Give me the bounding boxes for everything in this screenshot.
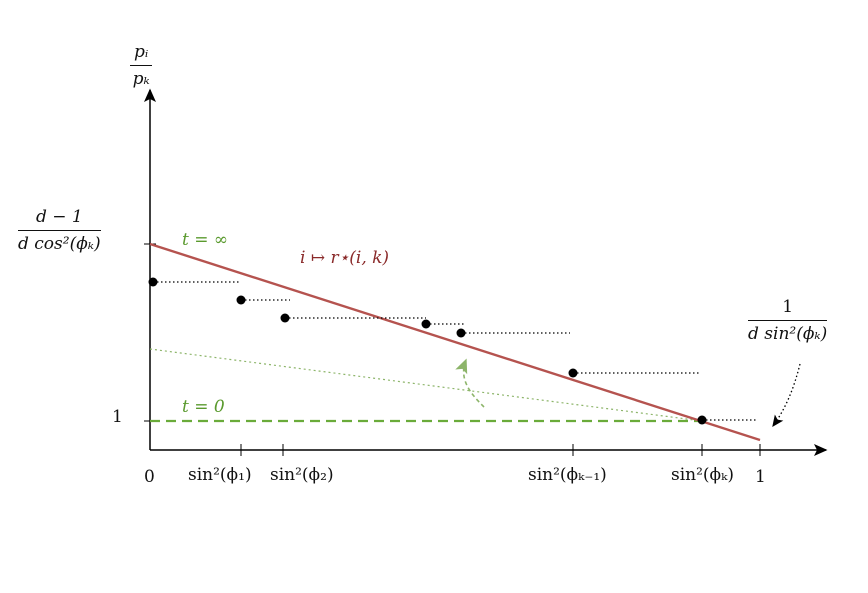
side-numerator: 1	[748, 297, 828, 321]
data-point	[568, 368, 578, 378]
x-tick-label-phik: sin²(ϕₖ)	[671, 465, 734, 485]
y-top-numerator: d − 1	[18, 207, 101, 231]
x-one-label: 1	[755, 467, 766, 487]
t-zero-label: t = 0	[182, 397, 225, 417]
side-value: 1 d sin²(ϕₖ)	[748, 297, 828, 344]
data-point	[697, 415, 707, 425]
data-point	[280, 313, 290, 323]
data-point	[421, 319, 431, 329]
intermediate-line	[149, 348, 703, 422]
y-one-label: 1	[112, 407, 123, 427]
r-star-label: i ↦ r⋆(i, k)	[300, 248, 390, 268]
x-tick-label-phi2: sin²(ϕ₂)	[270, 465, 334, 485]
x-zero-label: 0	[144, 467, 155, 487]
t-infinity-label: t = ∞	[182, 230, 229, 250]
y-axis-label: pᵢ pₖ	[130, 42, 153, 89]
black-curved-arrow	[772, 363, 801, 428]
green-curved-arrow	[455, 358, 485, 408]
x-tick-label-phi1: sin²(ϕ₁)	[188, 465, 252, 485]
x-tick-label-phik-1: sin²(ϕₖ₋₁)	[528, 465, 607, 485]
data-point	[236, 295, 246, 305]
y-top-denominator: d cos²(ϕₖ)	[18, 234, 101, 254]
data-point	[148, 277, 158, 287]
y-axis-label-denominator: pₖ	[132, 69, 150, 89]
side-denominator: d sin²(ϕₖ)	[748, 324, 828, 344]
y-top-value: d − 1 d cos²(ϕₖ)	[18, 207, 101, 254]
data-point	[456, 328, 466, 338]
r-star-line	[149, 242, 761, 442]
y-axis-label-numerator: pᵢ	[130, 42, 153, 66]
